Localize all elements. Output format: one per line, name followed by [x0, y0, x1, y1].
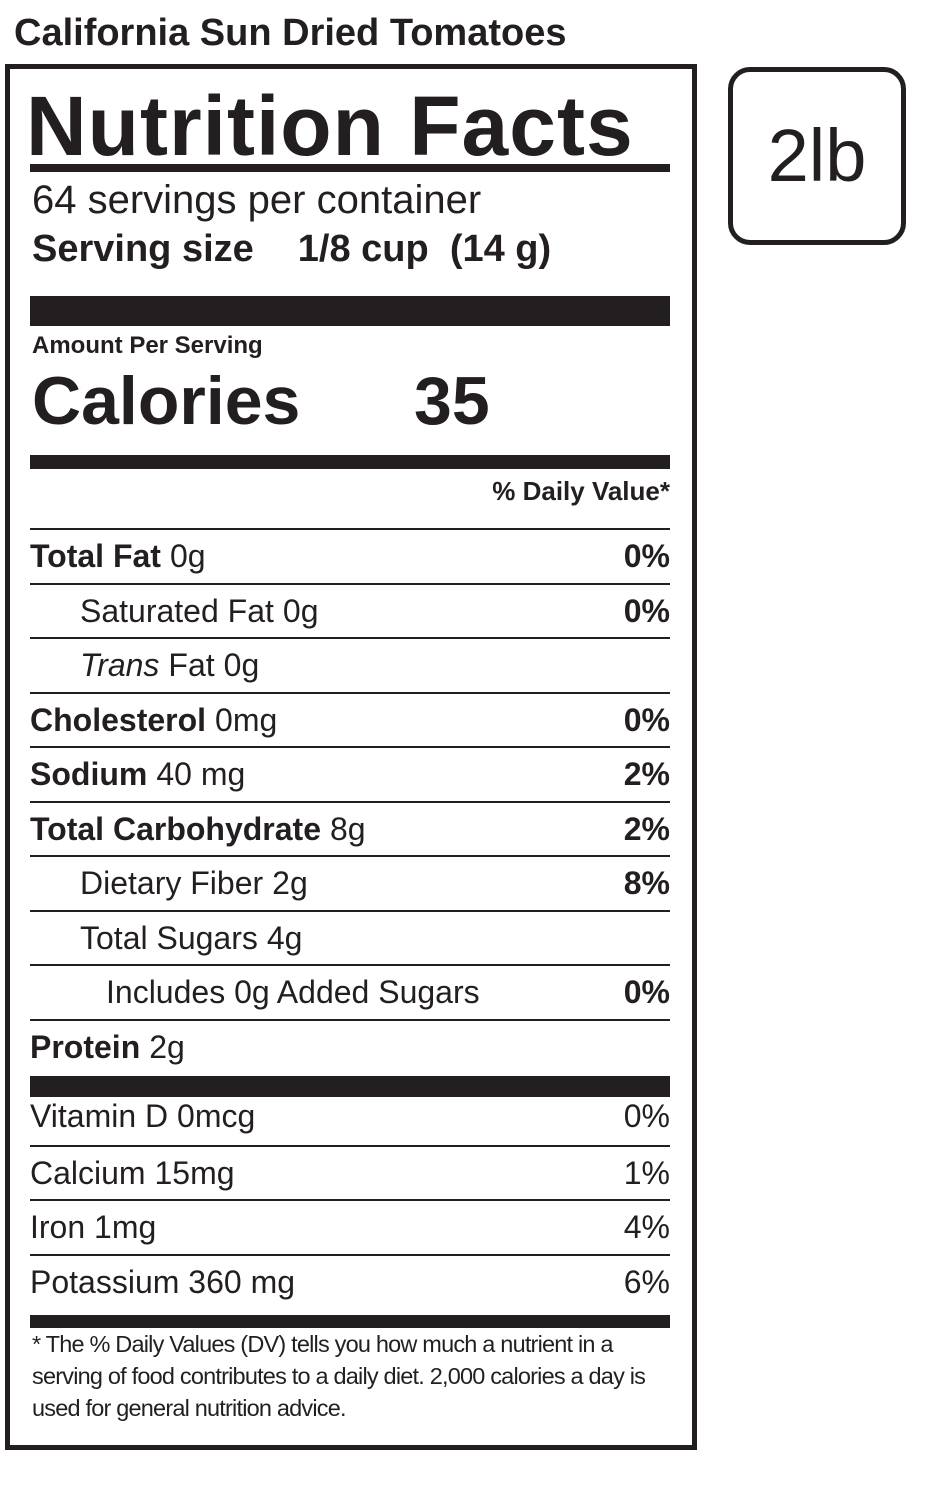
- nutrient-name: Total Fat: [30, 538, 161, 574]
- serving-size-value: 1/8 cup (14 g): [297, 228, 552, 270]
- thick-rule: [30, 296, 670, 326]
- nutrient-row: Total Carbohydrate 8g 2%: [30, 800, 670, 856]
- serving-size-label: Serving size: [32, 228, 254, 270]
- nutrient-name: Includes 0g Added Sugars: [106, 974, 480, 1010]
- nutrient-row: Total Fat 0g 0%: [30, 528, 670, 583]
- label-box: [5, 64, 697, 1450]
- nutrient-dv: 0%: [623, 592, 670, 629]
- nutrient-dv: 0%: [623, 538, 670, 574]
- nutrient-name: Dietary Fiber: [80, 865, 264, 901]
- vitamin-name: Calcium 15mg: [30, 1154, 235, 1191]
- nutrient-amount: 40 mg: [156, 756, 246, 792]
- nutrient-dv: 0%: [623, 974, 670, 1010]
- vitamin-row: Potassium 360 mg 6%: [30, 1253, 670, 1309]
- amount-per-serving: Amount Per Serving: [32, 332, 263, 359]
- vitamin-dv: 4%: [623, 1209, 670, 1245]
- product-name: California Sun Dried Tomatoes: [14, 12, 567, 54]
- vitamin-dv: 1%: [623, 1154, 670, 1191]
- thick-rule: [30, 1315, 670, 1328]
- calories-value: 35: [414, 363, 490, 439]
- vitamin-name: Potassium 360 mg: [30, 1263, 296, 1300]
- label-title: Nutrition Facts: [26, 79, 634, 173]
- nutrient-amount: 8g: [330, 810, 366, 847]
- nutrient-dv: 0%: [623, 701, 670, 738]
- serving-size: Serving size 1/8 cup (14 g): [32, 228, 551, 271]
- nutrient-amount: 0mg: [215, 701, 278, 738]
- nutrient-row: Sodium 40 mg 2%: [30, 746, 670, 801]
- nutrient-row: Cholesterol 0mg 0%: [30, 691, 670, 747]
- thick-rule: [30, 1076, 670, 1097]
- vitamin-row: Calcium 15mg 1%: [30, 1144, 670, 1200]
- nutrient-name: Saturated Fat: [80, 592, 274, 629]
- nutrient-row: Saturated Fat 0g 0%: [30, 582, 670, 636]
- servings: 64 servings per container: [32, 178, 482, 222]
- nutrient-name: Protein: [30, 1028, 141, 1065]
- nutrient-dv: 2%: [623, 756, 670, 792]
- calories-label: Calories: [32, 363, 301, 439]
- footnote: * The % Daily Values (DV) tells you how …: [32, 1331, 646, 1421]
- nutrient-name: Fat: [168, 647, 215, 683]
- nutrient-amount: 2g: [149, 1028, 185, 1065]
- nutrient-row: Dietary Fiber 2g 8%: [30, 855, 670, 908]
- nutrient-name-italic: Trans: [80, 647, 160, 683]
- vitamin-name: Iron 1mg: [30, 1209, 157, 1245]
- nutrient-name: Total Sugars: [80, 919, 258, 956]
- nutrient-row: Trans Fat 0g: [30, 637, 670, 690]
- nutrient-amount: 2g: [272, 865, 308, 901]
- rule: [30, 164, 670, 172]
- nutrient-dv: 8%: [623, 865, 670, 901]
- nutrient-amount: 4g: [266, 919, 303, 956]
- nutrient-amount: 0g: [223, 647, 260, 683]
- dv-header: % Daily Value*: [492, 476, 670, 506]
- vitamin-name: Vitamin D 0mcg: [30, 1098, 256, 1134]
- nutrient-name: Cholesterol: [30, 701, 207, 738]
- nutrient-amount: 0g: [169, 538, 206, 574]
- vitamin-row: Iron 1mg 4%: [30, 1199, 670, 1254]
- thick-rule: [30, 455, 670, 469]
- vitamin-dv: 6%: [623, 1263, 670, 1300]
- nutrient-row: Includes 0g Added Sugars 0%: [30, 964, 670, 1017]
- nutrient-name: Sodium: [30, 756, 148, 792]
- nutrient-dv: 2%: [623, 810, 670, 847]
- nutrient-row: Protein 2g: [30, 1018, 670, 1074]
- weight-badge: 2lb: [728, 67, 906, 245]
- vitamin-row: Vitamin D 0mcg 0%: [30, 1090, 670, 1143]
- vitamin-dv: 0%: [623, 1098, 670, 1134]
- nutrient-row: Total Sugars 4g: [30, 909, 670, 963]
- nutrient-amount: 0g: [282, 592, 319, 629]
- nutrient-name: Total Carbohydrate: [30, 810, 321, 847]
